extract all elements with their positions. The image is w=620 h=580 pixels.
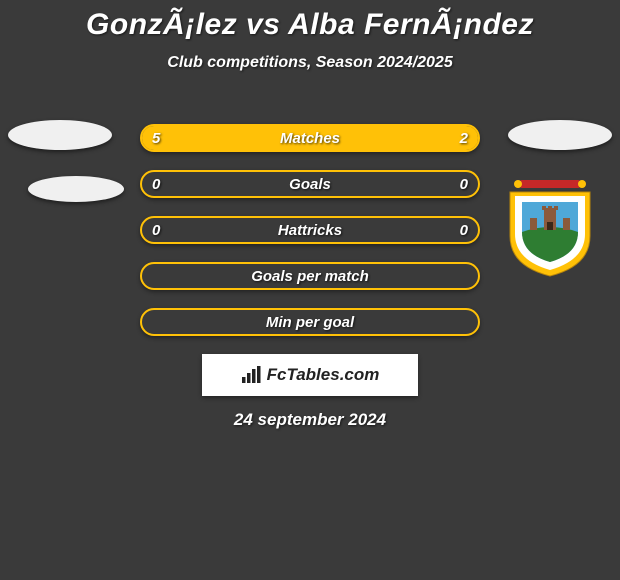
logo-label: FcTables.com <box>267 365 380 385</box>
bar-label: Min per goal <box>142 310 478 334</box>
bar-label: Hattricks <box>142 218 478 242</box>
stat-bar-row: Goals per match <box>140 262 480 290</box>
fctables-logo: FcTables.com <box>202 354 418 396</box>
bars-icon <box>241 366 263 384</box>
stat-bar-row: Min per goal <box>140 308 480 336</box>
placeholder-ellipse <box>8 120 112 150</box>
stat-bar-row: 52Matches <box>140 124 480 152</box>
stat-bars: 52Matches 00Goals 00Hattricks Goals per mat… <box>140 124 480 354</box>
placeholder-ellipse <box>508 120 612 150</box>
bar-label: Goals per match <box>142 264 478 288</box>
bar-label: Matches <box>142 126 478 150</box>
right-player-placeholder <box>508 120 612 150</box>
placeholder-ellipse <box>28 176 124 202</box>
date-text: 24 september 2024 <box>0 410 620 430</box>
club-crest <box>500 178 600 278</box>
bar-label: Goals <box>142 172 478 196</box>
stat-bar-row: 00Hattricks <box>140 216 480 244</box>
stat-bar-row: 00Goals <box>140 170 480 198</box>
page-title: GonzÃ¡lez vs Alba FernÃ¡ndez <box>0 0 620 42</box>
page-subtitle: Club competitions, Season 2024/2025 <box>0 54 620 72</box>
left-player-placeholders <box>8 120 124 202</box>
